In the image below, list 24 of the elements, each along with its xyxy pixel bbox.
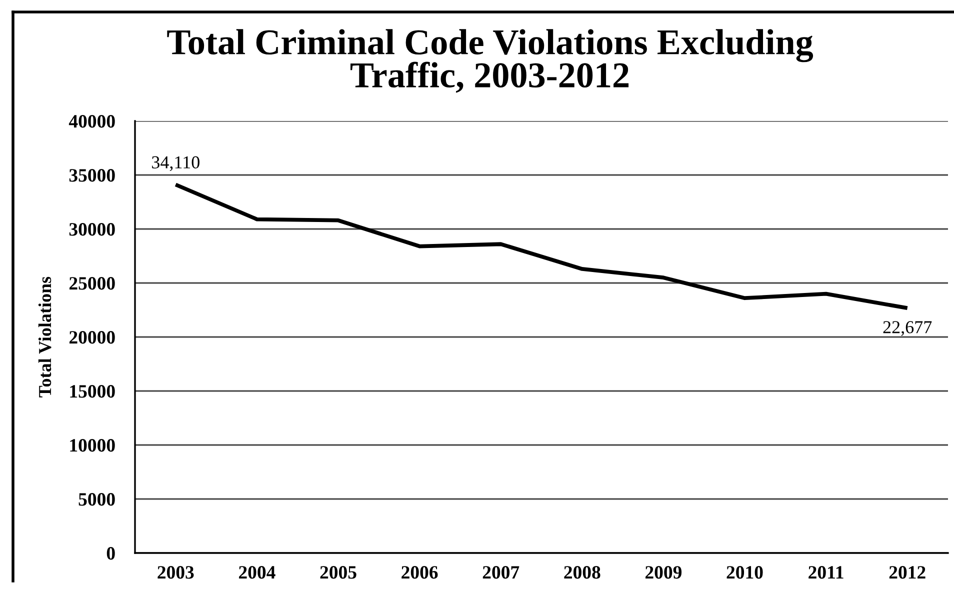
- x-tick-label: 2010: [726, 566, 763, 579]
- x-tick-label: 2007: [482, 566, 520, 579]
- x-tick-label: 2011: [808, 566, 844, 579]
- y-axis-title: Total Violations: [38, 276, 52, 398]
- data-label: 22,677: [883, 321, 932, 336]
- x-tick-label: 2012: [889, 566, 926, 579]
- y-tick-label: 35000: [69, 169, 115, 182]
- x-tick-label: 2006: [402, 566, 438, 579]
- x-tick-label: 2003: [158, 566, 194, 579]
- x-tick-label: 2005: [320, 566, 356, 579]
- x-tick-label: 2009: [645, 566, 682, 579]
- y-tick-label: 40000: [68, 115, 115, 128]
- y-tick-label: 30000: [69, 223, 115, 236]
- y-tick-label: 0: [106, 547, 115, 560]
- chart-title: Total Criminal Code Violations Excluding Traffic, 2003-2012: [167, 29, 814, 93]
- y-tick-label: 5000: [78, 493, 115, 506]
- x-tick-label: 2008: [564, 566, 600, 579]
- y-tick-label: 25000: [69, 277, 115, 290]
- data-label: 34,110: [152, 156, 200, 172]
- line-series: [174, 182, 910, 310]
- x-tick-label: 2004: [238, 566, 276, 579]
- y-tick-label: 15000: [70, 385, 115, 398]
- y-tick-label: 20000: [69, 331, 115, 344]
- y-tick-label: 10000: [70, 439, 115, 452]
